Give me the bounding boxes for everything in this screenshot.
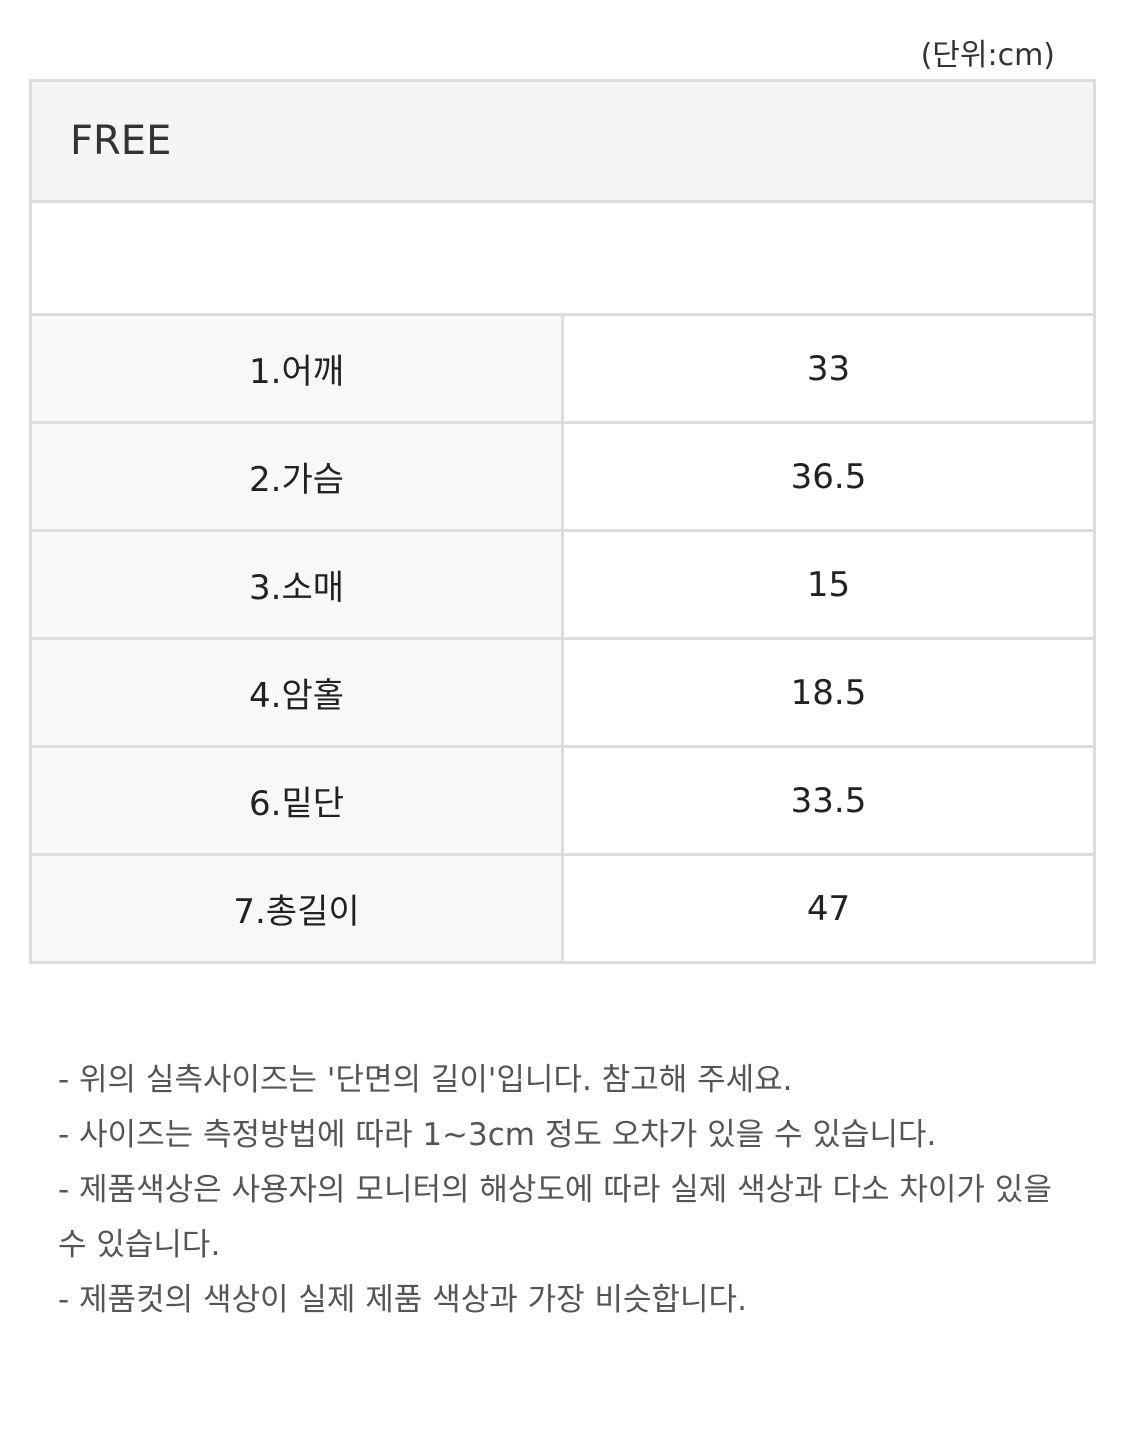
measurement-value: 18.5 <box>564 640 1093 745</box>
measurement-label: 3.소매 <box>32 532 564 637</box>
measurement-value: 47 <box>564 856 1093 961</box>
note: - 제품컷의 색상이 실제 제품 색상과 가장 비슷합니다. <box>58 1282 747 1318</box>
measurement-value: 15 <box>564 532 1093 637</box>
table-row: 2.가슴 36.5 <box>32 424 1093 532</box>
measurement-label: 6.밑단 <box>32 748 564 853</box>
table-row: 3.소매 15 <box>32 532 1093 640</box>
note: - 위의 실측사이즈는 '단면의 길이'입니다. 참고해 주세요. <box>58 1062 793 1098</box>
table-row: 7.총길이 47 <box>32 856 1093 961</box>
measurement-label: 1.어깨 <box>32 316 564 421</box>
measurement-value: 33.5 <box>564 748 1093 853</box>
size-table: FREE 1.어깨 33 2.가슴 36.5 3.소매 15 4.암홀 18.5 6.밑단 33.… <box>29 79 1096 964</box>
measurement-label: 7.총길이 <box>32 856 564 961</box>
table-row: 1.어깨 33 <box>32 316 1093 424</box>
empty-row <box>32 203 1093 316</box>
measurement-value: 36.5 <box>564 424 1093 529</box>
unit-label: (단위:cm) <box>920 38 1055 73</box>
size-header: FREE <box>32 82 1093 203</box>
measurement-label: 2.가슴 <box>32 424 564 529</box>
size-notes: - 위의 실측사이즈는 '단면의 길이'입니다. 참고해 주세요. - 사이즈는… <box>58 1053 1073 1328</box>
measurement-label: 4.암홀 <box>32 640 564 745</box>
note: - 제품색상은 사용자의 모니터의 해상도에 따라 실제 색상과 다소 차이가 … <box>58 1172 1052 1263</box>
note: - 사이즈는 측정방법에 따라 1~3cm 정도 오차가 있을 수 있습니다. <box>58 1117 937 1153</box>
measurement-value: 33 <box>564 316 1093 421</box>
table-row: 4.암홀 18.5 <box>32 640 1093 748</box>
table-row: 6.밑단 33.5 <box>32 748 1093 856</box>
